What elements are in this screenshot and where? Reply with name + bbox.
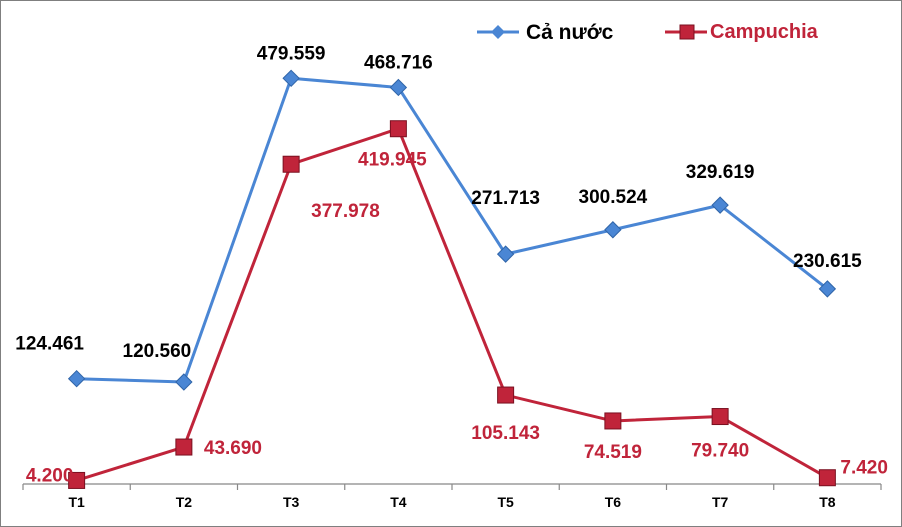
data-labels: 124.461 120.560 479.559 468.716 271.713 300.5… [15,43,888,486]
data-label: 7.420 [840,458,888,479]
data-point-square [497,386,515,404]
data-point-diamond [389,78,408,97]
legend-label-campuchia: Campuchia [710,21,819,43]
data-label: 230.615 [793,251,862,272]
data-label: 479.559 [257,43,326,64]
x-tick-label: T2 [176,494,193,510]
data-label: 105.143 [471,423,540,444]
data-label: 74.519 [584,442,642,463]
data-label: 271.713 [471,188,540,209]
series-layer [67,69,837,489]
data-point-square [604,412,622,430]
series-line-ca-nuoc [76,76,829,384]
x-axis-ticks: T1 T2 T3 T4 T5 T6 T7 T8 [22,484,882,510]
x-tick-label: T6 [605,494,622,510]
data-label: 300.524 [579,187,648,208]
x-tick-label: T1 [68,494,85,510]
legend-diamond-icon [491,25,505,39]
data-point-diamond [175,373,193,391]
data-point-square [282,155,300,173]
data-point-diamond [282,69,300,88]
data-point-square [711,408,729,426]
data-label: 120.560 [123,341,192,362]
legend: Cả nước Campuchia [477,21,819,44]
data-point-square [175,438,193,456]
data-label: 124.461 [15,334,84,355]
x-tick-label: T4 [390,494,407,510]
data-label: 79.740 [691,441,749,462]
legend-item-campuchia: Campuchia [665,21,819,43]
data-label: 468.716 [364,52,433,73]
x-tick-label: T7 [712,494,729,510]
data-label: 4.200 [26,465,74,486]
data-point-diamond [496,245,515,263]
legend-square-icon [679,24,695,40]
data-point-square [68,471,86,489]
data-point-diamond [604,221,622,239]
series-line-campuchia [76,127,829,482]
data-point-diamond [818,280,837,298]
data-label: 419.945 [358,150,427,171]
data-point-square [389,120,407,138]
data-point-square [818,469,836,487]
data-label: 377.978 [311,201,380,222]
x-tick-label: T8 [819,494,836,510]
legend-label-ca-nuoc: Cả nước [526,21,614,44]
data-point-diamond [711,196,729,214]
data-point-diamond [67,369,86,388]
x-tick-label: T5 [497,494,514,510]
data-label: 43.690 [204,438,262,459]
data-label: 329.619 [686,162,755,183]
x-tick-label: T3 [283,494,300,510]
legend-item-ca-nuoc: Cả nước [477,21,614,44]
